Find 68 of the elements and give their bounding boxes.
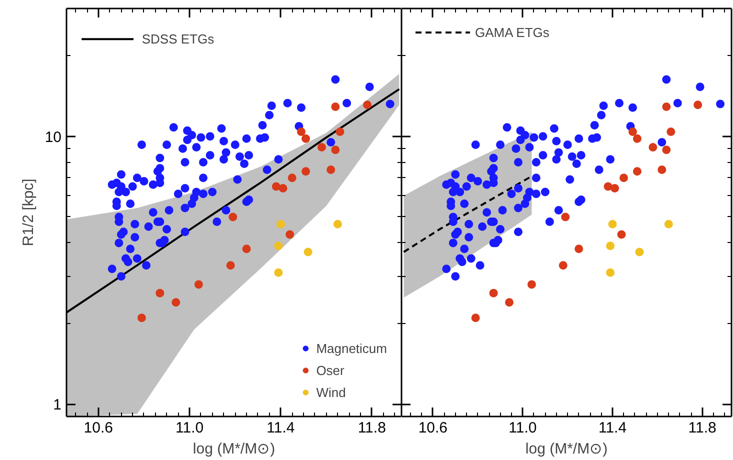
x-tick-label: 10.6 — [418, 420, 448, 436]
point — [276, 220, 285, 228]
point — [658, 166, 666, 174]
x-tick-label: 11.8 — [688, 420, 716, 436]
point — [561, 212, 570, 222]
point — [635, 248, 644, 256]
point — [527, 280, 536, 289]
point — [632, 134, 642, 143]
point — [304, 248, 312, 256]
point — [558, 261, 568, 270]
point — [610, 184, 620, 192]
x-axis-title: log (M*/M⊙) — [525, 440, 608, 458]
point — [632, 167, 642, 176]
point — [574, 244, 584, 254]
point — [228, 212, 238, 222]
point — [617, 230, 626, 239]
y-tick-label: 10 — [44, 128, 62, 146]
point — [664, 220, 673, 228]
point — [619, 174, 628, 182]
point — [317, 143, 326, 152]
point — [288, 174, 296, 182]
x-tick-label: 11.4 — [266, 420, 295, 436]
point — [628, 128, 637, 136]
y-axis-title: R1/2 [kpc] — [20, 178, 37, 246]
x-tick-label: 11.8 — [358, 420, 386, 436]
point — [662, 146, 671, 154]
point — [274, 268, 283, 277]
point — [286, 230, 294, 239]
point — [606, 268, 615, 277]
point — [489, 288, 498, 298]
point — [694, 100, 702, 110]
point — [272, 182, 280, 191]
legend-label: Wind — [316, 384, 346, 400]
x-tick-label: 11.0 — [176, 420, 204, 436]
point — [302, 134, 310, 143]
point — [172, 298, 180, 307]
point — [648, 143, 658, 152]
point — [331, 102, 340, 111]
point — [471, 314, 480, 322]
point — [604, 182, 612, 191]
point — [156, 288, 164, 298]
point — [662, 102, 671, 111]
point — [505, 298, 514, 307]
point — [194, 280, 203, 289]
legend-label: Oser — [316, 362, 344, 378]
legend-label: SDSS ETGs — [142, 32, 215, 47]
point — [242, 244, 251, 254]
point — [363, 100, 372, 110]
point — [608, 220, 617, 228]
x-tick-label: 11.4 — [598, 420, 627, 436]
point — [302, 167, 310, 176]
point — [274, 242, 283, 250]
x-tick-label: 10.6 — [84, 420, 114, 436]
x-tick-label: 11.0 — [508, 420, 537, 436]
point — [606, 242, 615, 250]
y-tick-label: 1 — [53, 396, 62, 414]
legend-label: GAMA ETGs — [475, 24, 550, 40]
point — [666, 128, 676, 136]
point — [331, 146, 340, 154]
point — [137, 314, 146, 322]
point — [226, 261, 235, 270]
point — [296, 128, 306, 136]
point — [278, 184, 288, 192]
point — [326, 166, 336, 174]
point — [336, 128, 344, 136]
legend-label: Magneticum — [316, 340, 387, 356]
x-axis-title: log (M*/M⊙) — [192, 440, 276, 458]
point — [333, 220, 342, 228]
